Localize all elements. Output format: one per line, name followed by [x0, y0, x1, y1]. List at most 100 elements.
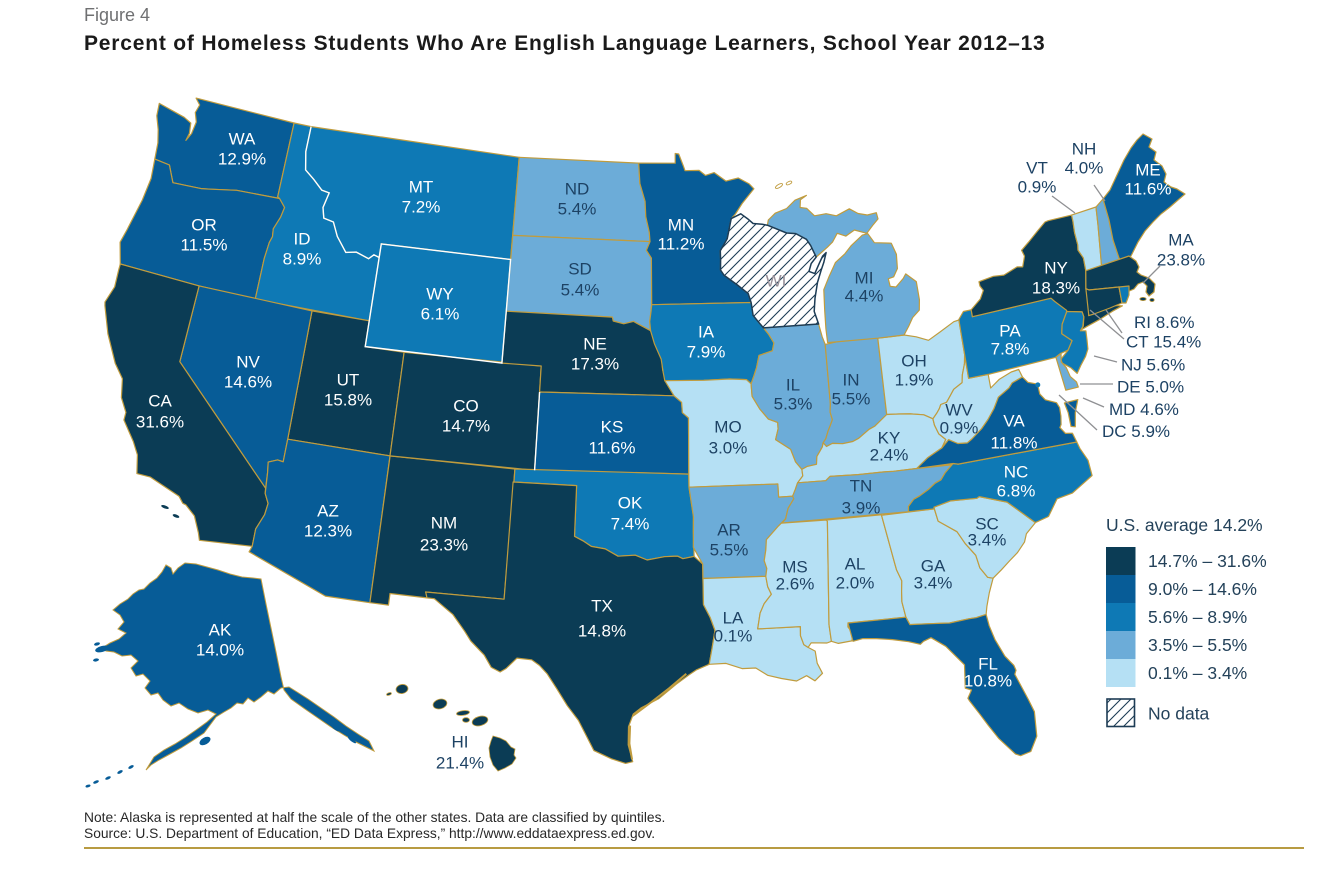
svg-text:3.4%: 3.4% — [968, 531, 1007, 550]
svg-text:HI: HI — [452, 733, 469, 752]
svg-text:1.9%: 1.9% — [895, 371, 934, 390]
svg-text:0.1% – 3.4%: 0.1% – 3.4% — [1148, 663, 1247, 683]
svg-text:U.S. average 14.2%: U.S. average 14.2% — [1106, 515, 1263, 535]
svg-text:UT: UT — [337, 371, 360, 390]
svg-text:5.4%: 5.4% — [558, 200, 597, 219]
svg-text:23.3%: 23.3% — [420, 536, 468, 555]
svg-text:TN: TN — [850, 477, 873, 496]
svg-text:7.2%: 7.2% — [402, 198, 441, 217]
svg-text:2.4%: 2.4% — [870, 446, 909, 465]
svg-text:CT 15.4%: CT 15.4% — [1126, 333, 1201, 352]
svg-text:MT: MT — [409, 178, 434, 197]
svg-text:10.8%: 10.8% — [964, 672, 1012, 691]
svg-text:15.8%: 15.8% — [324, 391, 372, 410]
svg-text:11.5%: 11.5% — [181, 236, 228, 255]
svg-text:CA: CA — [148, 392, 172, 411]
svg-text:11.6%: 11.6% — [1125, 180, 1172, 199]
svg-text:11.8%: 11.8% — [991, 434, 1038, 453]
svg-text:0.9%: 0.9% — [1018, 178, 1057, 197]
svg-text:PA: PA — [999, 322, 1021, 341]
svg-text:3.5% – 5.5%: 3.5% – 5.5% — [1148, 635, 1247, 655]
svg-text:WY: WY — [426, 285, 453, 304]
svg-text:GA: GA — [921, 557, 946, 576]
svg-text:2.0%: 2.0% — [836, 574, 875, 593]
svg-text:AL: AL — [845, 555, 866, 574]
svg-text:0.1%: 0.1% — [714, 627, 753, 646]
svg-text:OK: OK — [618, 494, 643, 513]
svg-text:7.4%: 7.4% — [611, 515, 650, 534]
svg-text:3.9%: 3.9% — [842, 499, 881, 518]
svg-text:ID: ID — [294, 230, 311, 249]
svg-text:AK: AK — [209, 621, 232, 640]
svg-text:WA: WA — [229, 130, 256, 149]
svg-text:11.6%: 11.6% — [589, 439, 636, 458]
svg-text:OH: OH — [901, 352, 927, 371]
svg-text:OR: OR — [191, 216, 217, 235]
svg-text:5.3%: 5.3% — [774, 395, 813, 414]
svg-text:5.6% – 8.9%: 5.6% – 8.9% — [1148, 607, 1247, 627]
svg-text:5.4%: 5.4% — [561, 281, 600, 300]
svg-text:31.6%: 31.6% — [136, 413, 184, 432]
svg-text:4.4%: 4.4% — [845, 287, 884, 306]
svg-text:IA: IA — [698, 323, 715, 342]
svg-text:DE 5.0%: DE 5.0% — [1117, 378, 1184, 397]
svg-text:3.0%: 3.0% — [709, 439, 748, 458]
svg-text:3.4%: 3.4% — [914, 574, 953, 593]
svg-text:5.5%: 5.5% — [832, 390, 871, 409]
svg-text:17.3%: 17.3% — [571, 355, 619, 374]
svg-text:LA: LA — [723, 609, 744, 628]
svg-text:WV: WV — [945, 401, 973, 420]
svg-text:CO: CO — [453, 397, 479, 416]
svg-text:5.5%: 5.5% — [710, 541, 749, 560]
svg-text:MN: MN — [668, 216, 694, 235]
svg-text:2.6%: 2.6% — [776, 575, 815, 594]
svg-text:NJ 5.6%: NJ 5.6% — [1121, 356, 1185, 375]
svg-text:NV: NV — [236, 353, 260, 372]
svg-text:14.7% – 31.6%: 14.7% – 31.6% — [1148, 551, 1267, 571]
svg-text:14.8%: 14.8% — [578, 622, 626, 641]
svg-text:21.4%: 21.4% — [436, 754, 484, 773]
svg-text:RI 8.6%: RI 8.6% — [1134, 313, 1194, 332]
svg-text:14.6%: 14.6% — [224, 373, 272, 392]
svg-text:MS: MS — [782, 558, 808, 577]
svg-text:No data: No data — [1148, 704, 1210, 724]
svg-text:MI: MI — [855, 269, 874, 288]
svg-text:7.9%: 7.9% — [687, 343, 726, 362]
svg-text:6.8%: 6.8% — [997, 482, 1036, 501]
svg-text:SD: SD — [568, 260, 592, 279]
svg-text:9.0% – 14.6%: 9.0% – 14.6% — [1148, 579, 1257, 599]
svg-text:ND: ND — [565, 180, 590, 199]
svg-text:12.9%: 12.9% — [218, 150, 266, 169]
svg-text:KS: KS — [601, 418, 624, 437]
svg-text:IL: IL — [786, 376, 800, 395]
svg-text:NC: NC — [1004, 463, 1029, 482]
svg-text:8.9%: 8.9% — [283, 250, 322, 269]
svg-text:12.3%: 12.3% — [304, 522, 352, 541]
svg-text:NE: NE — [583, 335, 607, 354]
svg-text:KY: KY — [878, 429, 901, 448]
svg-text:SC: SC — [975, 515, 999, 534]
svg-text:11.2%: 11.2% — [658, 235, 705, 254]
svg-text:TX: TX — [591, 597, 613, 616]
svg-text:14.7%: 14.7% — [442, 417, 490, 436]
svg-text:IN: IN — [843, 371, 860, 390]
svg-text:ME: ME — [1135, 161, 1161, 180]
svg-text:NY: NY — [1044, 259, 1068, 278]
svg-text:0.9%: 0.9% — [940, 419, 979, 438]
svg-text:23.8%: 23.8% — [1157, 251, 1205, 270]
svg-text:18.3%: 18.3% — [1032, 279, 1080, 298]
svg-text:AR: AR — [717, 521, 741, 540]
svg-text:6.1%: 6.1% — [421, 305, 460, 324]
svg-text:MD 4.6%: MD 4.6% — [1109, 400, 1179, 419]
svg-text:FL: FL — [978, 655, 998, 674]
svg-text:MA: MA — [1168, 231, 1194, 250]
svg-text:NM: NM — [431, 514, 457, 533]
svg-text:4.0%: 4.0% — [1065, 159, 1104, 178]
svg-text:14.0%: 14.0% — [196, 641, 244, 660]
svg-text:MO: MO — [714, 418, 741, 437]
svg-text:WI: WI — [766, 272, 787, 291]
svg-text:VA: VA — [1003, 412, 1025, 431]
svg-text:NH: NH — [1072, 140, 1097, 159]
svg-text:DC 5.9%: DC 5.9% — [1102, 422, 1170, 441]
svg-text:7.8%: 7.8% — [991, 340, 1030, 359]
